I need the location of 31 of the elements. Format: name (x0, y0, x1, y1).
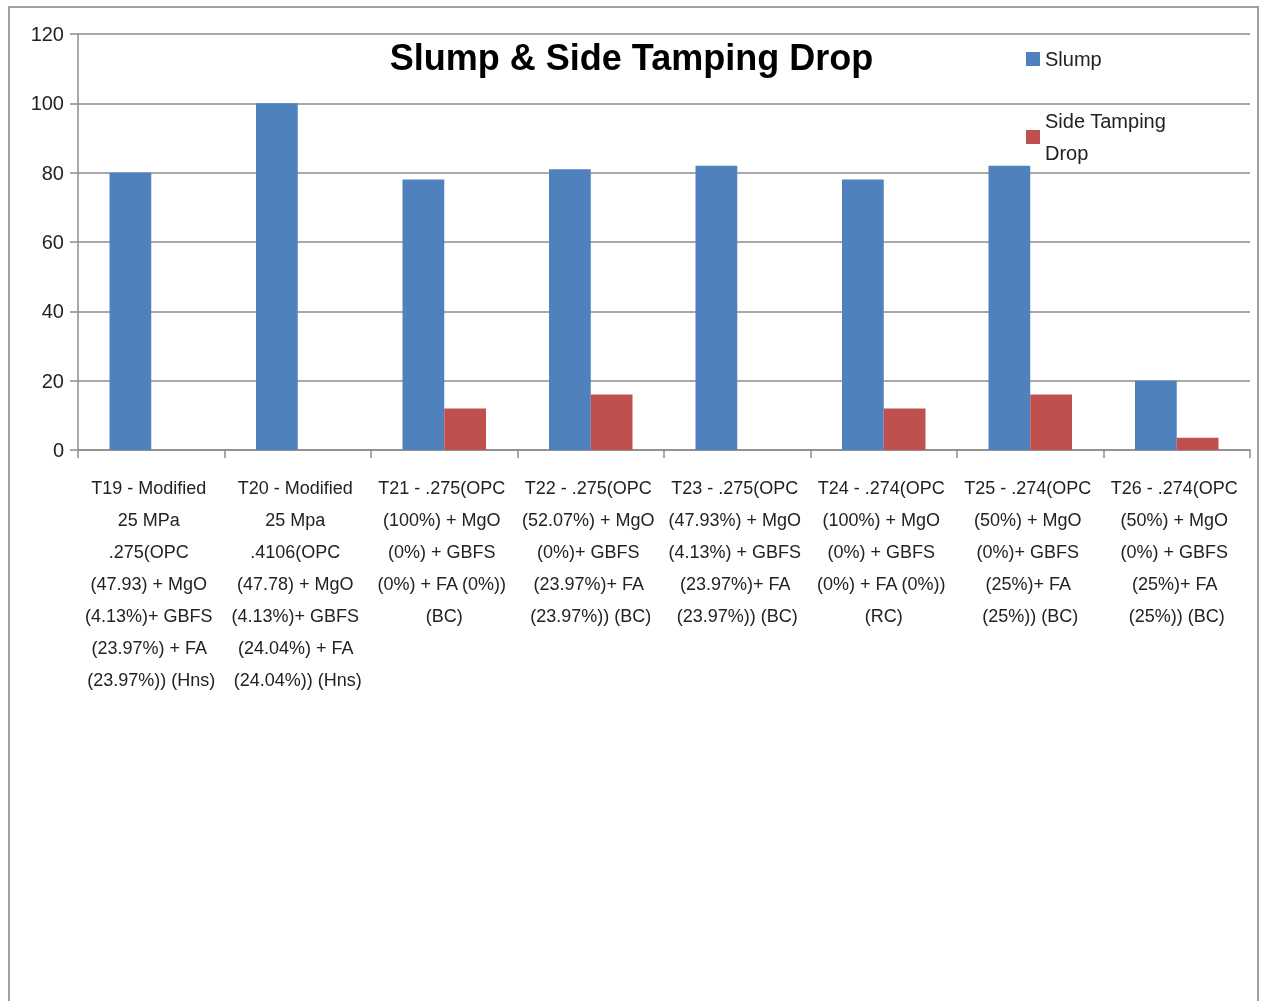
x-tick-label: T25 - .274(OPC (50%) + MgO (0%)+ GBFS (25%)+ FA (25%)) (BC) (964, 478, 1097, 626)
y-tick-label: 100 (30, 92, 64, 115)
bar (109, 172, 152, 450)
x-tick-label: T19 - Modified 25 MPa .275(OPC (47.93) + MgO (4.13%)+ GBFS (23.97%) + FA (23.97%)) (Hns) (84, 478, 218, 690)
chart-title: Slump & Side Tamping Drop (389, 36, 874, 78)
x-tick-label: T20 - Modified 25 Mpa .4106(OPC (47.78) + MgO (4.13%)+ GBFS (24.04%) + FA (24.04%)) (Hns) (231, 478, 365, 690)
bar (988, 165, 1031, 450)
y-tick-label: 0 (52, 439, 64, 461)
bar (549, 169, 591, 450)
bar (1030, 394, 1072, 450)
legend-label: Slump (1045, 48, 1102, 70)
bar (1135, 380, 1177, 450)
y-tick-label: 20 (41, 369, 64, 392)
bar (695, 165, 738, 450)
y-tick-label: 60 (41, 231, 64, 253)
bar (256, 103, 298, 450)
bar (590, 394, 633, 450)
legend-label: Side Tamping Drop (1045, 110, 1172, 164)
bar (883, 408, 926, 450)
x-tick-label: T24 - .274(OPC (100%) + MgO (0%) + GBFS (0%) + FA (0%)) (RC) (816, 478, 951, 626)
x-tick-label: T22 - .275(OPC (52.07%) + MgO (0%)+ GBFS (23.97%)+ FA (23.97%)) (BC) (521, 478, 660, 626)
x-tick-label: T26 - .274(OPC (50%) + MgO (0%) + GBFS (25%)+ FA (25%)) (BC) (1110, 478, 1243, 626)
x-tick-label: T21 - .275(OPC (100%) + MgO (0%) + GBFS (0%) + FA (0%)) (BC) (377, 478, 512, 626)
y-tick-label: 80 (41, 161, 64, 184)
y-tick-label: 40 (41, 300, 64, 323)
bar (842, 179, 884, 450)
bar (1176, 437, 1219, 450)
x-tick-label: T23 - .275(OPC (47.93%) + MgO (4.13%) + GBFS (23.97%)+ FA (23.97%)) (BC) (668, 478, 807, 626)
bar (402, 179, 445, 450)
bar (444, 408, 486, 450)
y-tick-label: 120 (30, 23, 64, 45)
